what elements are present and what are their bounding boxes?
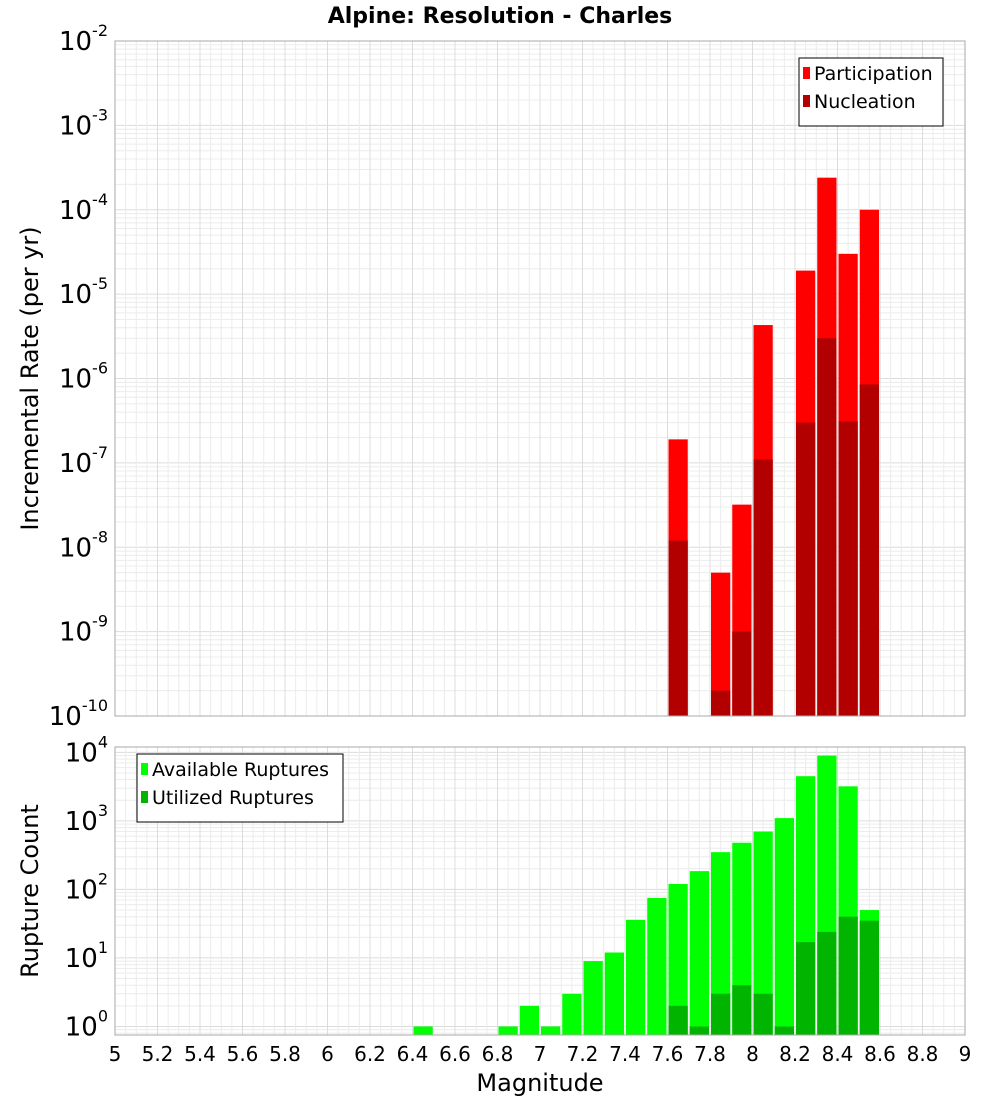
legend-label: Utilized Ruptures bbox=[152, 787, 314, 809]
x-tick-label: 7.8 bbox=[694, 1042, 726, 1066]
x-tick-label: 5.6 bbox=[227, 1042, 259, 1066]
bar-overlay-nucleation bbox=[838, 421, 858, 716]
bar-overlay-utilized-ruptures bbox=[753, 993, 773, 1035]
y-tick-label: 10-5 bbox=[59, 274, 108, 310]
x-tick-label: 8.2 bbox=[779, 1042, 811, 1066]
bar-available-ruptures bbox=[604, 952, 624, 1035]
bar-overlay-utilized-ruptures bbox=[711, 993, 731, 1035]
bar-overlay-utilized-ruptures bbox=[774, 1026, 794, 1035]
y-tick-label: 104 bbox=[65, 732, 108, 768]
bar-overlay-utilized-ruptures bbox=[817, 931, 837, 1035]
x-tick-label: 7.2 bbox=[567, 1042, 599, 1066]
x-tick-label: 8 bbox=[746, 1042, 759, 1066]
bar-available-ruptures bbox=[583, 961, 603, 1035]
y-tick-label: 10-4 bbox=[59, 190, 108, 226]
y-tick-label: 10-6 bbox=[59, 359, 108, 395]
bar-overlay-nucleation bbox=[711, 690, 731, 716]
bar-overlay-nucleation bbox=[732, 631, 752, 716]
bar-available-ruptures bbox=[626, 919, 646, 1035]
panel-0: 10-10 10-9 10-8 10-7 10-6 10-5 10-4 10-3 10-2 Inc… bbox=[16, 21, 966, 732]
x-tick-label: 9 bbox=[959, 1042, 972, 1066]
y-tick-label: 100 bbox=[65, 1006, 108, 1042]
x-tick-label: 6.6 bbox=[439, 1042, 471, 1066]
legend-label: Participation bbox=[814, 63, 933, 85]
panel-1: 100 101 102 103 104 Rupture Count Available Ru… bbox=[16, 732, 966, 1042]
y-tick-label: 10-2 bbox=[59, 21, 108, 57]
y-tick-label: 102 bbox=[65, 869, 108, 905]
legend-swatch bbox=[803, 95, 810, 107]
x-tick-label: 8.6 bbox=[864, 1042, 896, 1066]
y-axis-label: Rupture Count bbox=[16, 804, 44, 978]
bar-available-ruptures bbox=[689, 871, 709, 1035]
bar-overlay-nucleation bbox=[859, 384, 879, 716]
bar-available-ruptures bbox=[498, 1026, 518, 1035]
bar-overlay-utilized-ruptures bbox=[859, 920, 879, 1035]
legend-swatch bbox=[141, 763, 148, 775]
bar-overlay-utilized-ruptures bbox=[838, 916, 858, 1035]
x-tick-label: 6 bbox=[321, 1042, 334, 1066]
x-axis-label: Magnitude bbox=[476, 1069, 603, 1097]
bar-available-ruptures bbox=[413, 1026, 433, 1035]
y-tick-label: 10-8 bbox=[59, 527, 108, 563]
legend-box bbox=[798, 57, 944, 127]
x-tick-label: 8.8 bbox=[907, 1042, 939, 1066]
bar-overlay-utilized-ruptures bbox=[689, 1026, 709, 1035]
plot-frame bbox=[114, 40, 966, 717]
y-tick-label: 10-7 bbox=[59, 443, 108, 479]
bar-participation bbox=[711, 572, 731, 716]
x-tick-label: 7.6 bbox=[652, 1042, 684, 1066]
legend-label: Nucleation bbox=[814, 91, 916, 113]
bar-available-ruptures bbox=[647, 897, 667, 1035]
bar-available-ruptures bbox=[562, 993, 582, 1035]
bar-available-ruptures bbox=[519, 1005, 539, 1035]
x-tick-label: 5.8 bbox=[269, 1042, 301, 1066]
y-tick-label: 10-3 bbox=[59, 105, 108, 141]
bar-overlay-nucleation bbox=[796, 422, 816, 716]
y-tick-label: 10-9 bbox=[59, 612, 108, 648]
bar-overlay-utilized-ruptures bbox=[668, 1005, 688, 1035]
legend-label: Available Ruptures bbox=[152, 759, 329, 781]
x-tick-label: 5 bbox=[109, 1042, 122, 1066]
legend-swatch bbox=[803, 67, 810, 79]
plot-frame bbox=[114, 746, 966, 1036]
bar-overlay-nucleation bbox=[668, 540, 688, 716]
x-tick-label: 6.2 bbox=[354, 1042, 386, 1066]
chart-title: Alpine: Resolution - Charles bbox=[328, 4, 673, 29]
bar-available-ruptures bbox=[753, 831, 773, 1035]
legend: Participation Nucleation bbox=[798, 57, 944, 127]
bar-overlay-nucleation bbox=[753, 459, 773, 716]
y-tick-label: 10-10 bbox=[49, 696, 108, 732]
legend-swatch bbox=[141, 791, 148, 803]
bar-available-ruptures bbox=[774, 818, 794, 1035]
legend: Available Ruptures Utilized Ruptures bbox=[136, 753, 344, 823]
legend-box bbox=[136, 753, 344, 823]
y-tick-label: 101 bbox=[65, 938, 108, 974]
x-tick-label: 5.4 bbox=[184, 1042, 216, 1066]
x-tick-label: 5.2 bbox=[142, 1042, 174, 1066]
x-tick-label: 7 bbox=[534, 1042, 547, 1066]
bar-overlay-nucleation bbox=[817, 338, 837, 716]
bar-available-ruptures bbox=[541, 1026, 561, 1035]
bar-overlay-utilized-ruptures bbox=[732, 985, 752, 1035]
x-tick-label: 6.4 bbox=[397, 1042, 429, 1066]
bar-available-ruptures bbox=[668, 884, 688, 1035]
bar-available-ruptures bbox=[711, 852, 731, 1035]
y-tick-label: 103 bbox=[65, 801, 108, 837]
y-axis-label: Incremental Rate (per yr) bbox=[16, 226, 44, 530]
x-tick-label: 8.4 bbox=[822, 1042, 854, 1066]
bar-overlay-utilized-ruptures bbox=[796, 942, 816, 1035]
x-tick-label: 6.8 bbox=[482, 1042, 514, 1066]
x-tick-label: 7.4 bbox=[609, 1042, 641, 1066]
